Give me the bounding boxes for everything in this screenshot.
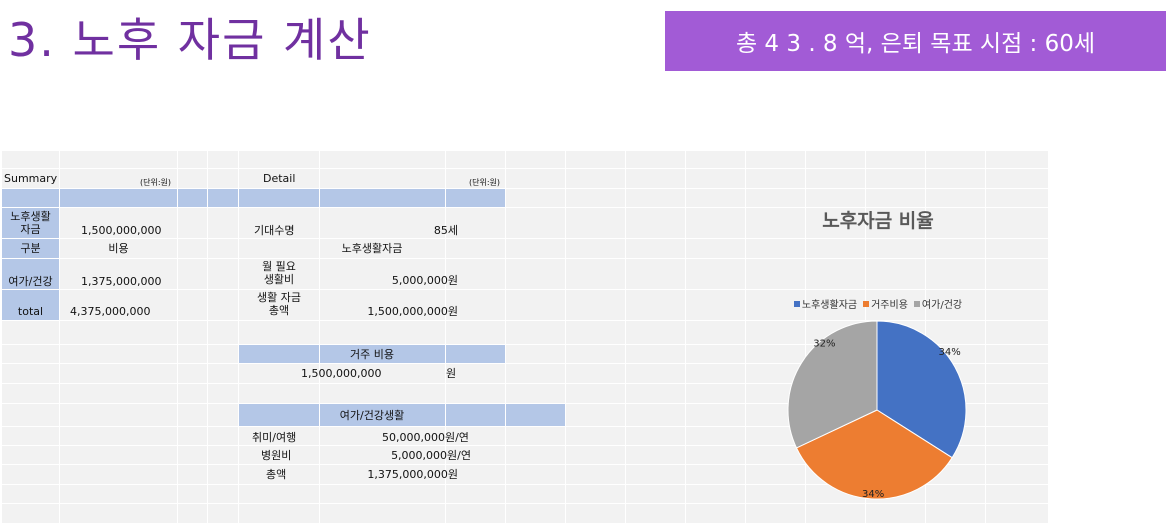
pie-svg: 34% 34% 32% [787,320,967,500]
pie-chart: 노후자금 비율 노후생활자금 거주비용 여가/건강 34% 34% 32% [748,199,1008,523]
leisure-row-label: 총액 [266,468,287,481]
living-total-label: 생활 자금 총액 [257,291,301,317]
detail-header: Detail [263,172,296,185]
leisure-row-value: 5,000,000원/연 [391,449,471,462]
legend-item: 거주비용 [863,296,908,311]
leisure-row-label: 취미/여행 [252,431,297,444]
summary-header-band [178,189,207,207]
legend-label: 거주비용 [871,300,908,311]
summary-row-value: 1,500,000,000 [81,224,162,237]
living-section-label: 노후생활자금 [341,242,403,255]
leisure-row-label: 병원비 [261,449,292,462]
summary-unit: (단위:원) [140,178,172,187]
summary-header: Summary [4,172,58,185]
summary-label-band [2,290,59,320]
pie-data-label-2: 32% [813,339,835,350]
slide-title: 3. 노후 자금 계산 [8,13,372,67]
pie-data-label-1: 34% [862,489,884,500]
summary-row-value: 비용 [108,242,129,255]
summary-row-label: 구분 [20,242,41,255]
legend-swatch [793,300,800,307]
pie-slice-1 [795,409,953,500]
legend-item: 노후생활자금 [793,296,858,311]
legend-item: 여가/건강 [913,296,963,311]
summary-row-label: 여가/건강 [8,275,53,288]
legend-swatch [863,300,870,307]
leisure-section-label: 여가/건강생활 [339,409,405,422]
detail-header-band [239,189,505,207]
summary-row-value: 1,375,000,000 [81,275,162,288]
housing-band [239,345,505,363]
leisure-band [239,404,565,426]
pie-slice-0 [876,320,967,459]
life-expectancy-label: 기대수명 [254,224,295,237]
spreadsheet: Summary (단위:원) 노후생활 자금 1,500,000,000 구분 … [2,151,1048,523]
housing-unit: 원 [446,367,457,380]
legend-label: 여가/건강 [921,300,963,311]
total-banner: 총 4 3 . 8 억, 은퇴 목표 시점 : 60세 [665,11,1166,71]
life-expectancy-value: 85세 [433,224,458,237]
summary-label-band [2,259,59,289]
chart-title: 노후자금 비율 [822,210,934,232]
summary-header-band [2,189,59,207]
monthly-cost-value: 5,000,000원 [391,274,458,287]
housing-value: 1,500,000,000 [301,367,382,380]
pie-slice-2 [787,320,878,449]
legend-label: 노후생활자금 [801,300,858,311]
leisure-row-value: 50,000,000원/연 [382,431,469,444]
summary-header-band [60,189,177,207]
living-total-value: 1,500,000,000원 [367,305,458,318]
summary-row-label: 노후생활 자금 [10,210,51,236]
summary-label-band [2,239,59,258]
summary-label-band [2,208,59,238]
summary-header-band [208,189,238,207]
pie-data-label-0: 34% [938,347,960,358]
legend-swatch [913,300,920,307]
summary-row-label: total [17,305,44,318]
housing-section-label: 거주 비용 [350,348,394,361]
detail-unit: (단위:원) [469,178,501,187]
leisure-row-value: 1,375,000,000원 [367,468,458,481]
chart-legend: 노후생활자금 거주비용 여가/건강 [748,296,1008,311]
monthly-cost-label: 월 필요 생활비 [262,260,296,286]
summary-row-value: 4,375,000,000 [70,305,151,318]
